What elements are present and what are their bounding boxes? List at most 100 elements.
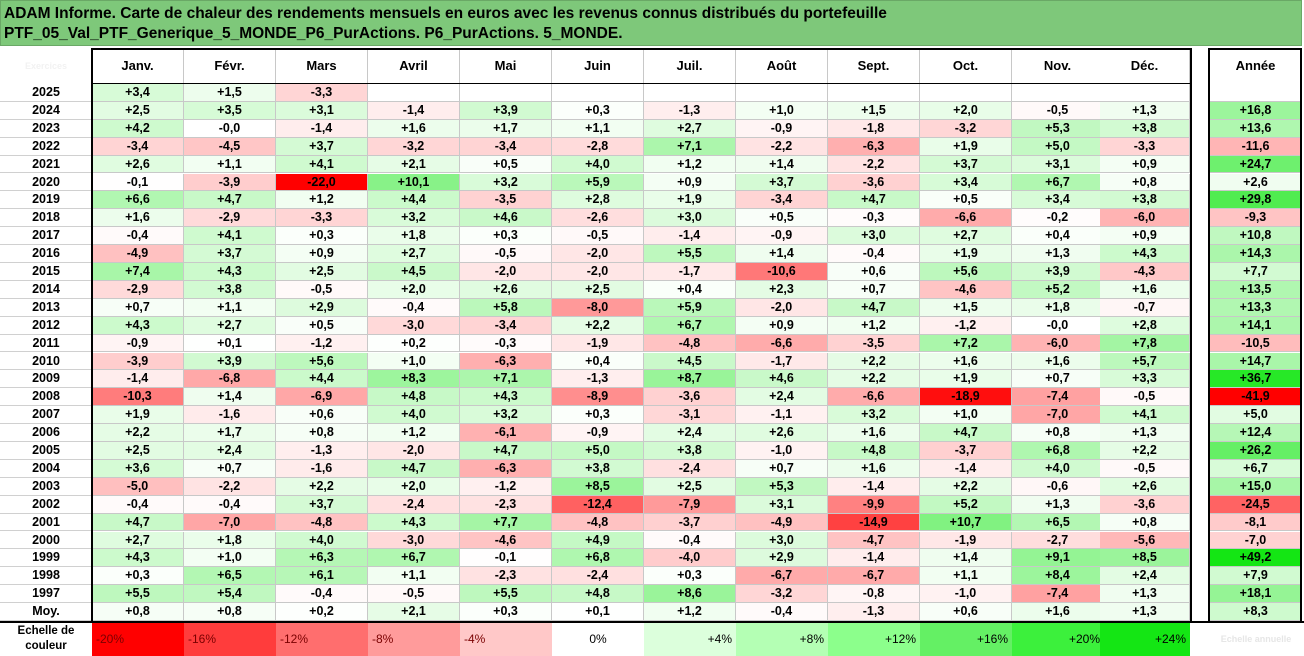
annual-cell: -8,1 [1210, 513, 1302, 532]
month-cell: +1,9 [920, 245, 1012, 263]
month-cell: -3,2 [368, 137, 460, 156]
annual-cell: +29,8 [1210, 191, 1302, 210]
year-label: 2012 [0, 316, 92, 335]
month-cell: +1,3 [1100, 585, 1190, 604]
year-label: 2002 [0, 495, 92, 514]
month-header: Nov. [1012, 48, 1104, 84]
month-cell: +4,8 [368, 388, 460, 407]
month-cell: -1,4 [276, 119, 368, 138]
month-cell: -2,0 [552, 263, 644, 281]
month-cell: +6,3 [276, 549, 368, 568]
month-cell: -6,9 [276, 388, 368, 407]
month-cell: +0,3 [552, 406, 644, 425]
month-cell: +4,3 [92, 549, 184, 568]
annual-cell: +12,4 [1210, 424, 1302, 442]
annual-cell: +10,8 [1210, 227, 1302, 246]
annual-cell: +6,7 [1210, 459, 1302, 478]
year-label: 2004 [0, 459, 92, 478]
annual-cell: +15,0 [1210, 477, 1302, 496]
month-cell: +2,7 [920, 227, 1012, 246]
month-cell: -1,0 [920, 585, 1012, 604]
month-cell: +4,7 [460, 442, 552, 460]
month-cell: +1,2 [828, 316, 920, 335]
month-cell: -1,0 [736, 442, 828, 460]
month-cell: -0,9 [736, 119, 828, 138]
month-cell: +8,5 [1100, 549, 1190, 568]
month-cell: -0,4 [368, 298, 460, 317]
month-cell: +0,2 [368, 334, 460, 353]
month-cell: +5,3 [1012, 119, 1104, 138]
month-cell: +6,5 [184, 567, 276, 586]
month-cell: -10,3 [92, 388, 184, 407]
month-cell: -2,9 [184, 209, 276, 228]
month-cell: -9,9 [828, 495, 920, 514]
annual-cell: +13,6 [1210, 119, 1302, 138]
month-cell: +1,0 [920, 406, 1012, 425]
annual-cell: -9,3 [1210, 209, 1302, 228]
month-cell: +0,3 [644, 567, 736, 586]
month-cell: +0,5 [276, 316, 368, 335]
month-cell: +6,8 [1012, 442, 1104, 460]
month-cell: -6,0 [1100, 209, 1190, 228]
month-cell: -6,3 [460, 459, 552, 478]
annual-cell: +14,3 [1210, 245, 1302, 263]
month-cell: -2,6 [552, 209, 644, 228]
month-cell: +0,7 [736, 459, 828, 478]
year-label: 2015 [0, 263, 92, 281]
month-cell: +1,3 [1012, 495, 1104, 514]
month-cell: +4,1 [184, 227, 276, 246]
month-cell: +8,5 [552, 477, 644, 496]
month-cell: -4,7 [828, 531, 920, 550]
month-cell: -3,4 [460, 316, 552, 335]
month-cell: -0,5 [368, 585, 460, 604]
month-cell: -0,0 [184, 119, 276, 138]
month-cell: +3,0 [736, 531, 828, 550]
month-cell: -4,8 [644, 334, 736, 353]
month-cell: -2,4 [644, 459, 736, 478]
month-cell: -7,4 [1012, 585, 1104, 604]
year-label: 2018 [0, 209, 92, 228]
month-cell: -4,9 [92, 245, 184, 263]
month-cell: +0,7 [92, 298, 184, 317]
month-cell: -0,3 [460, 334, 552, 353]
month-cell: +7,1 [460, 370, 552, 389]
month-header: Avril [368, 48, 460, 84]
month-cell: +4,5 [644, 352, 736, 371]
month-cell: -4,8 [552, 513, 644, 532]
month-cell: +3,9 [1012, 263, 1104, 281]
month-cell: +1,1 [184, 155, 276, 174]
month-cell: -3,1 [644, 406, 736, 425]
month-cell: -1,2 [460, 477, 552, 496]
month-cell: +4,0 [552, 155, 644, 174]
month-cell: +4,3 [460, 388, 552, 407]
month-cell: +1,6 [92, 209, 184, 228]
month-cell: +0,4 [552, 352, 644, 371]
month-cell: -3,9 [184, 173, 276, 192]
month-cell: -0,1 [92, 173, 184, 192]
month-cell: +2,4 [736, 388, 828, 407]
average-cell: +0,8 [184, 603, 276, 621]
year-label: 2007 [0, 406, 92, 425]
average-cell: +0,8 [92, 603, 184, 621]
month-cell: +1,6 [368, 119, 460, 138]
month-cell: +2,7 [644, 119, 736, 138]
month-cell: +9,1 [1012, 549, 1104, 568]
month-cell: +4,7 [920, 424, 1012, 442]
month-cell: +2,5 [92, 101, 184, 120]
annual-cell: +16,8 [1210, 101, 1302, 120]
month-cell: +2,8 [1100, 316, 1190, 335]
month-cell: -1,9 [920, 531, 1012, 550]
month-cell: +2,6 [92, 155, 184, 174]
average-cell: +1,6 [1012, 603, 1104, 621]
month-cell: +2,5 [552, 280, 644, 299]
month-cell: +4,7 [368, 459, 460, 478]
annual-cell: +2,6 [1210, 173, 1302, 192]
month-cell: +1,3 [1100, 101, 1190, 120]
month-cell: -0,8 [828, 585, 920, 604]
year-label: 2020 [0, 173, 92, 192]
year-total-header: Année [1210, 48, 1302, 84]
month-cell: +5,6 [920, 263, 1012, 281]
month-cell: -0,4 [92, 227, 184, 246]
month-cell: +5,8 [460, 298, 552, 317]
average-cell: +0,1 [552, 603, 644, 621]
